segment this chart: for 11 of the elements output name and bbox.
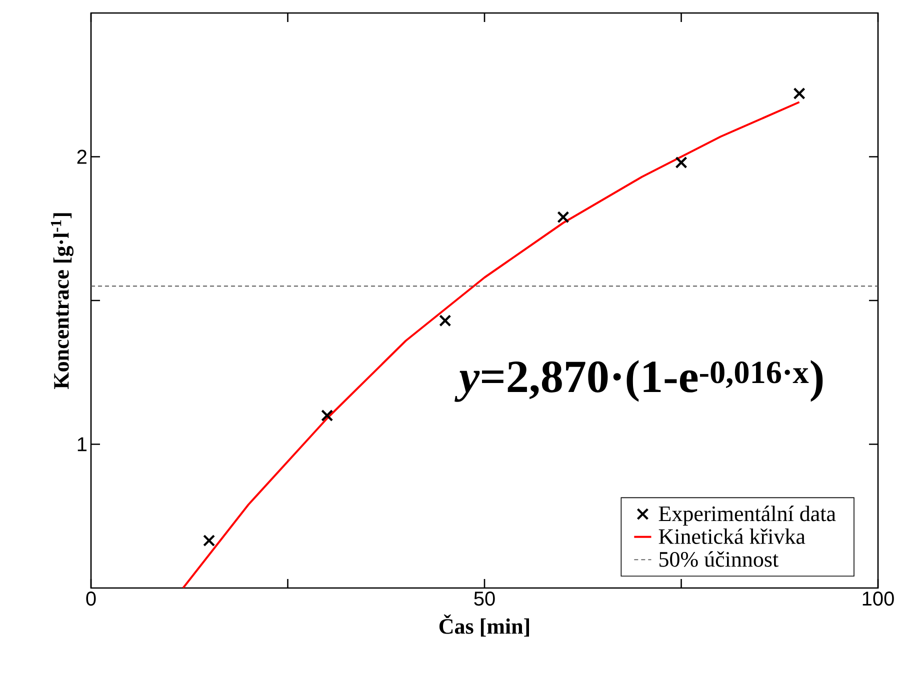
y-tick-label: 2 [77, 150, 86, 164]
legend-label: Experimentální data [658, 506, 836, 526]
x-tick-label: 50 [474, 592, 495, 606]
x-tick-label: 0 [86, 592, 96, 606]
x-axis-title: Čas [min] [439, 614, 529, 637]
annotation: y=2,870·(1-e$^{-0,016·x}$) [454, 360, 823, 402]
y-axis-title: Koncentrace [g·l$^{-1}$] [50, 213, 74, 389]
legend-label: 50% účinnost [660, 551, 778, 567]
y-tick-label: 1 [78, 437, 86, 452]
x-tick-label: 100 [862, 592, 894, 606]
legend-label: Kinetická křivka [658, 528, 806, 544]
